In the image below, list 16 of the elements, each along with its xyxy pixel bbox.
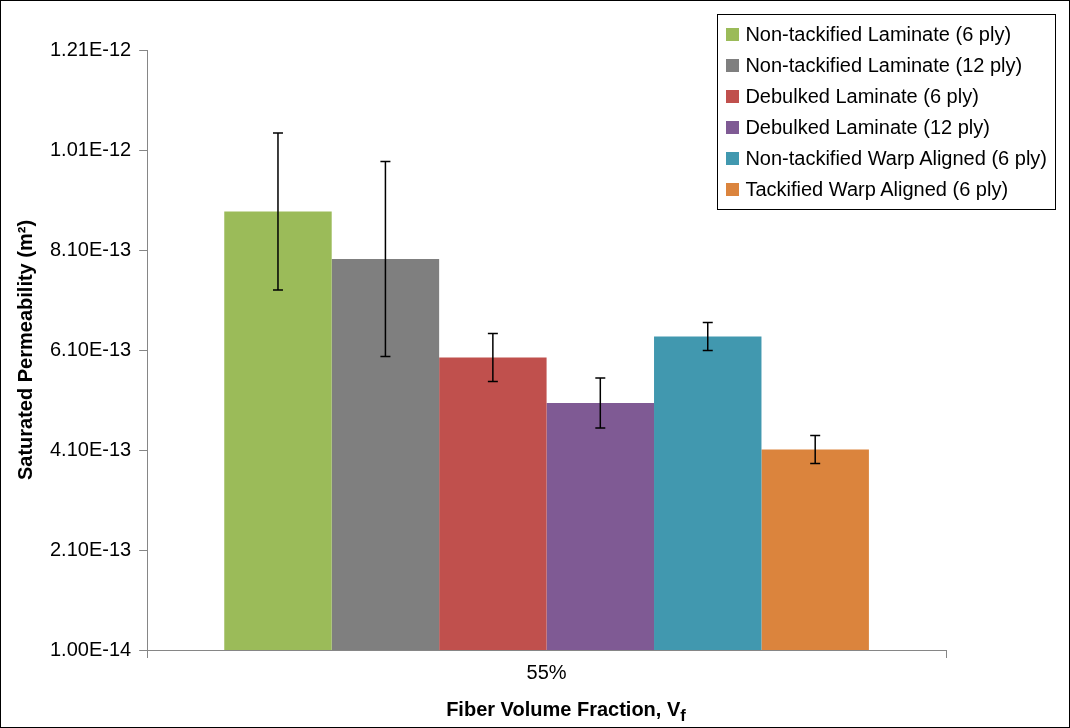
y-tick-label: 1.21E-12 (50, 37, 132, 60)
legend-label: Debulked Laminate (6 ply) (745, 85, 979, 108)
x-axis-title: Fiber Volume Fraction, V$_{f}$ (445, 698, 687, 726)
y-tick-label: 8.10E-13 (50, 237, 132, 260)
y-tick-label: 2.10E-13 (50, 537, 132, 560)
legend-label: Non-tackified Laminate (6 ply) (745, 23, 1012, 46)
y-tick-label: 1.00E-14 (50, 637, 132, 660)
legend-label: Non-tackified Laminate (12 ply) (745, 54, 1023, 77)
y-tick-label: 1.01E-12 (50, 137, 132, 160)
y-axis-title: Saturated Permeability (m²) (13, 219, 36, 481)
legend-label: Tackified Warp Aligned (6 ply) (745, 178, 1009, 201)
y-tick-label: 4.10E-13 (50, 437, 132, 460)
x-tick-label: 55% (526, 660, 567, 683)
legend-label: Non-tackified Warp Aligned (6 ply) (745, 147, 1047, 170)
legend-label: Debulked Laminate (12 ply) (745, 116, 990, 139)
y-tick-label: 6.10E-13 (50, 337, 132, 360)
